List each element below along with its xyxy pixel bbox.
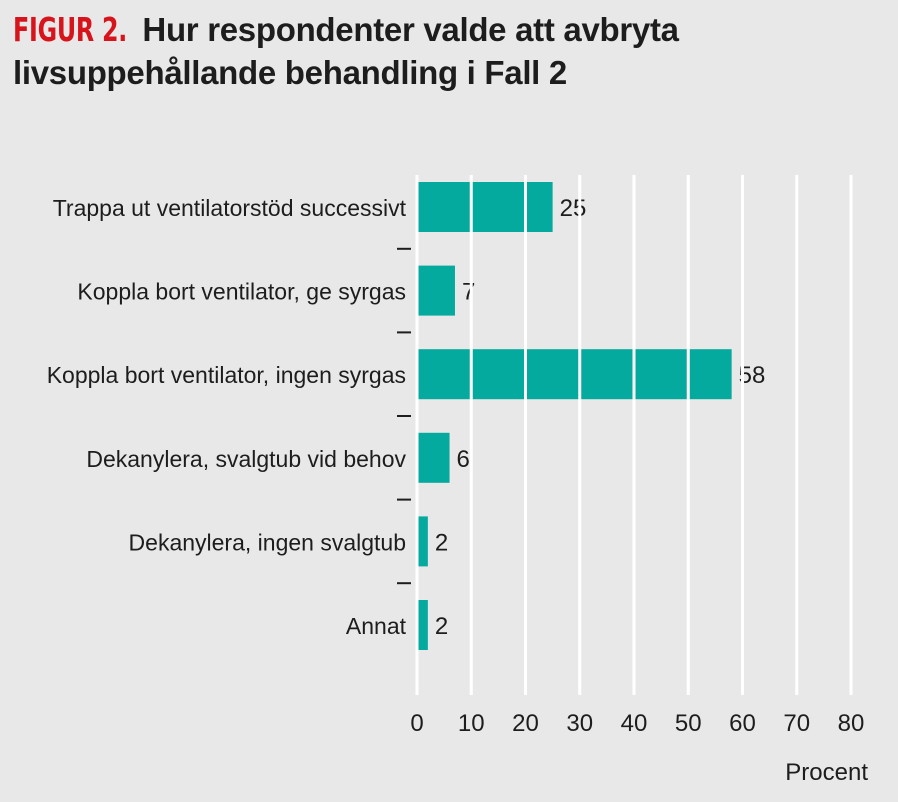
data-label: 2 (435, 613, 448, 640)
bar (417, 516, 428, 567)
bar (417, 182, 553, 232)
bar (417, 349, 732, 400)
x-tick-label: 0 (410, 710, 423, 737)
y-tick-label: Trappa ut ventilatorstöd successivt (53, 195, 407, 221)
x-tick-label: 10 (458, 710, 485, 737)
y-tick-label: Koppla bort ventilator, ingen syrgas (47, 362, 406, 388)
bar (417, 600, 428, 650)
y-tick-label: Dekanylera, ingen svalgtub (129, 529, 406, 555)
y-tick-label: Koppla bort ventilator, ge syrgas (77, 279, 406, 305)
bar (417, 265, 455, 316)
x-tick-label: 30 (566, 710, 593, 737)
title-line-1: Hur respondenter valde att avbryta (142, 11, 679, 48)
x-tick-label: 20 (512, 710, 539, 737)
x-tick-label: 80 (838, 710, 865, 737)
title-line-2: livsuppehållande behandling i Fall 2 (13, 54, 567, 91)
x-axis-label: Procent (785, 759, 868, 786)
bar (417, 432, 450, 483)
x-tick-label: 60 (729, 710, 756, 737)
data-label: 6 (457, 446, 470, 473)
data-label: 2 (435, 529, 448, 556)
data-label: 7 (462, 279, 475, 306)
chart-title: FIGUR 2. Hur respondenter valde att avbr… (13, 8, 679, 94)
y-tick-label: Dekanylera, svalgtub vid behov (86, 446, 406, 472)
x-tick-label: 40 (621, 710, 648, 737)
x-tick-label: 50 (675, 710, 702, 737)
y-tick-label: Annat (346, 613, 407, 639)
x-tick-label: 70 (783, 710, 810, 737)
figure-label: FIGUR 2. (13, 10, 128, 49)
data-label: 25 (560, 195, 587, 222)
